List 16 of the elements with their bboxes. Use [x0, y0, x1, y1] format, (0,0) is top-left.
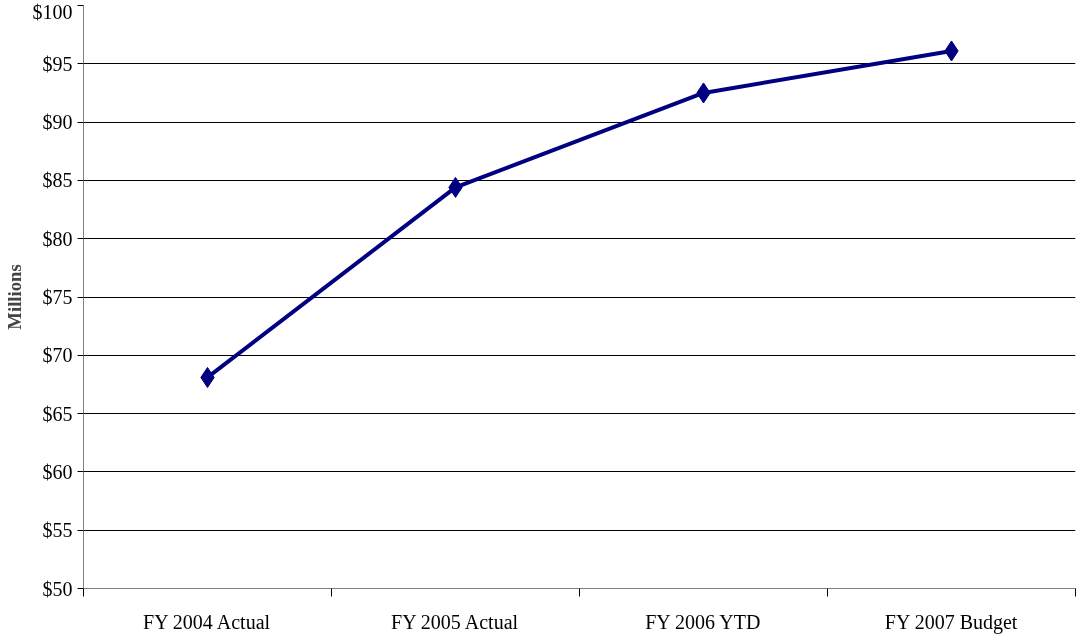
y-tick-label: $50 — [42, 577, 73, 600]
y-tick-label: $90 — [42, 111, 73, 134]
y-tick-label: $100 — [32, 0, 73, 23]
y-tick-label: $85 — [42, 169, 73, 192]
y-tick-label: $65 — [42, 402, 73, 425]
y-tick-label: $60 — [42, 460, 73, 483]
y-axis-title: Millions — [3, 264, 25, 330]
y-tick-label: $95 — [42, 52, 73, 75]
y-tick-label: $55 — [42, 519, 73, 542]
y-tick-label: $80 — [42, 227, 73, 250]
y-tick-label: $75 — [42, 286, 73, 308]
y-tick-label: $70 — [42, 344, 73, 367]
x-tick-label: FY 2006 YTD — [645, 610, 761, 633]
x-tick-label: FY 2005 Actual — [391, 610, 519, 633]
x-tick-label: FY 2004 Actual — [143, 610, 271, 633]
x-tick-label: FY 2007 Budget — [884, 610, 1018, 634]
